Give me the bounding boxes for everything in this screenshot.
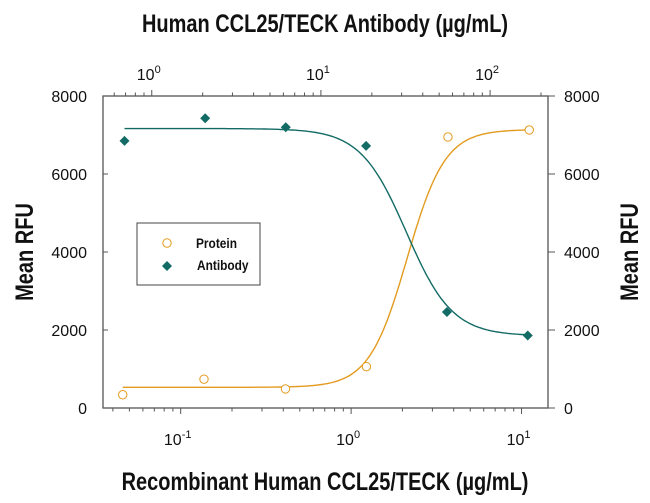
- x-axis-tick-label: 100: [336, 429, 360, 449]
- y-axis-tick-label-right: 4000: [564, 245, 600, 262]
- protein-point: [280, 384, 291, 394]
- protein-point: [443, 132, 453, 142]
- y-axis-label-left: Mean RFU: [11, 203, 39, 301]
- protein-point: [118, 390, 128, 400]
- y-axis-tick-label-right: 8000: [564, 89, 600, 106]
- x-axis-tick-label: 101: [507, 429, 531, 449]
- legend-antibody-label: Antibody: [197, 257, 249, 273]
- antibody-point: [200, 113, 211, 124]
- legend-protein-marker: [162, 238, 172, 248]
- y-axis-tick-label-left: 0: [78, 401, 87, 418]
- x2-axis-tick-label: 100: [137, 64, 161, 84]
- y-axis-tick-label-left: 4000: [51, 245, 87, 262]
- antibody-point: [522, 330, 533, 341]
- antibody-point: [119, 135, 130, 146]
- antibody-point: [361, 140, 372, 151]
- x2-axis-tick-label: 102: [475, 64, 499, 84]
- legend-protein-label: Protein: [196, 235, 237, 251]
- x-axis-tick-label: 10-1: [164, 429, 192, 449]
- legend: Protein Antibody: [136, 222, 261, 286]
- y-axis-tick-label-right: 2000: [564, 323, 600, 340]
- y-axis-tick-label-left: 2000: [51, 323, 87, 340]
- data-points: [118, 113, 534, 400]
- protein-point: [524, 125, 534, 135]
- protein-fit-curve: [122, 129, 530, 388]
- protein-point: [361, 361, 372, 372]
- antibody-fit-curve: [124, 127, 528, 336]
- antibody-point: [280, 122, 291, 133]
- protein-point: [199, 374, 209, 384]
- fit-curves: [122, 127, 530, 388]
- y-axis-tick-label-right: 6000: [564, 167, 600, 184]
- x-axis-label: Recombinant Human CCL25/TECK (µg/mL): [122, 468, 529, 496]
- y-axis-label-right: Mean RFU: [616, 203, 644, 301]
- y-axis-tick-label-right: 0: [564, 401, 573, 418]
- x2-axis-tick-label: 101: [306, 64, 330, 84]
- legend-antibody-marker: [162, 261, 172, 271]
- legend-box: [136, 222, 261, 286]
- y-axis-tick-label-left: 6000: [51, 167, 87, 184]
- chart-title: Human CCL25/TECK Antibody (µg/mL): [142, 10, 508, 38]
- antibody-point: [441, 307, 452, 318]
- y-axis-tick-label-left: 8000: [51, 89, 87, 106]
- axis-ticks: 10-1 100 101 100 101 102 0 0 2000 2000 4000 4000 600…: [51, 64, 599, 449]
